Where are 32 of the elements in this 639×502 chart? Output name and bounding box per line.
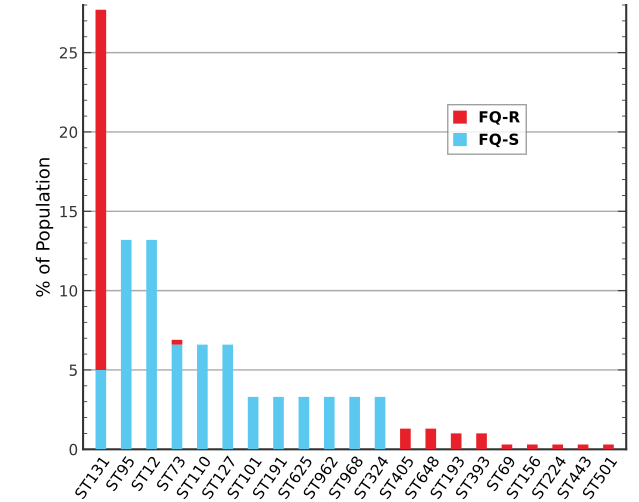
bar <box>172 344 182 450</box>
y-axis-title: % of Population <box>36 158 54 297</box>
y-tick-label: 5 <box>70 364 77 376</box>
y-tick-label: 0 <box>69 444 78 456</box>
bar <box>197 344 208 450</box>
y-tick-label: 20 <box>60 126 78 138</box>
bar <box>222 344 234 450</box>
y-tick-label: 15 <box>60 206 77 218</box>
legend-label: FQ-S <box>480 134 518 148</box>
legend-label: FQ-R <box>480 111 520 125</box>
bar <box>552 444 564 450</box>
bar <box>324 396 335 450</box>
bar <box>273 396 284 450</box>
bar <box>603 444 614 450</box>
bar <box>172 340 182 345</box>
bar <box>502 444 512 450</box>
bar <box>146 240 157 450</box>
bar <box>400 428 411 450</box>
bar <box>248 396 258 450</box>
y-tick-label: 25 <box>60 47 77 59</box>
bar <box>450 433 462 450</box>
bar <box>349 396 360 450</box>
bar <box>476 433 487 450</box>
bar <box>96 10 106 370</box>
bar <box>96 370 106 450</box>
bar <box>578 444 588 450</box>
bar <box>298 396 310 450</box>
bar <box>526 444 538 450</box>
bar <box>425 428 436 450</box>
y-tick-label: 10 <box>60 285 78 297</box>
bar <box>120 240 132 450</box>
bar <box>374 396 386 450</box>
